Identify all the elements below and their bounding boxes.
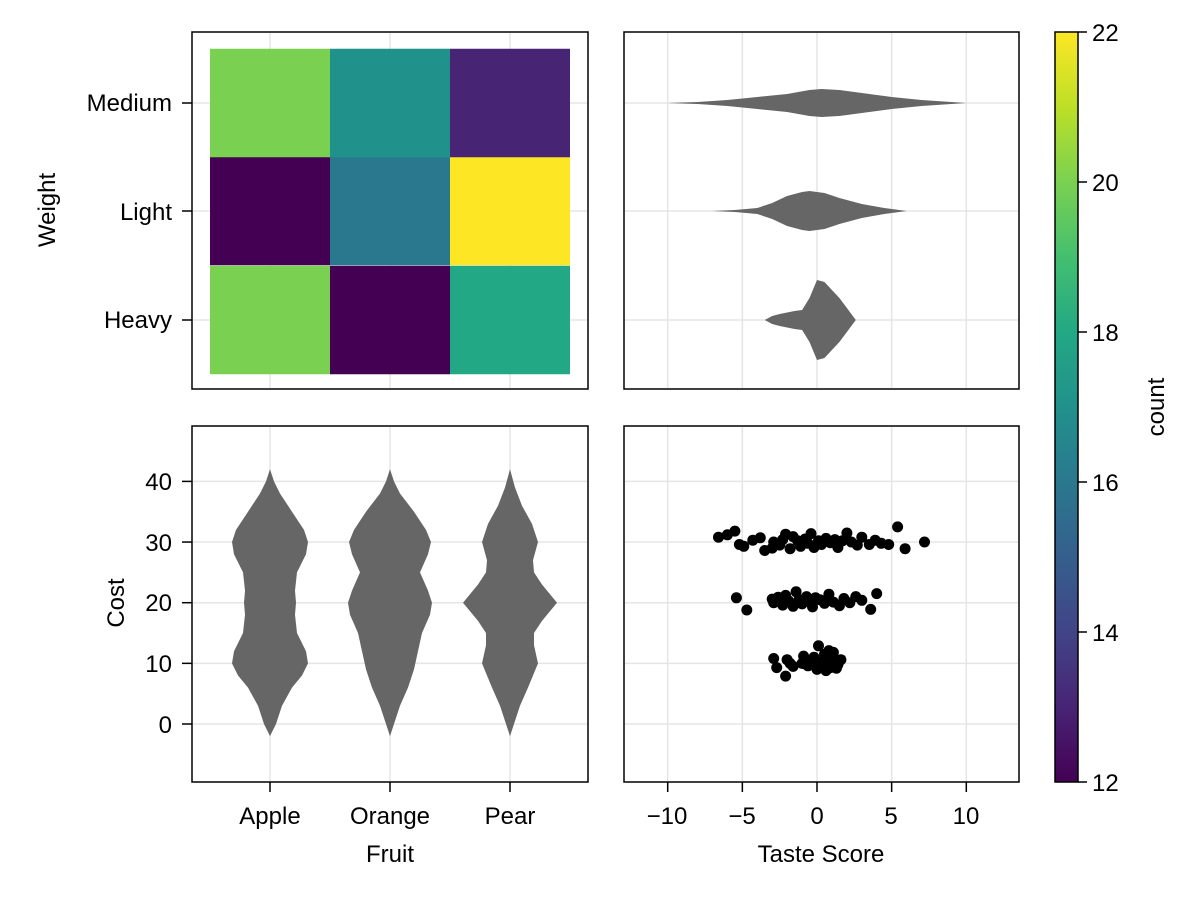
scatter-point [892, 521, 904, 533]
heatmap-cell [450, 48, 570, 158]
colorbar-ticks [1078, 31, 1087, 783]
heatmap-cell [210, 48, 330, 158]
x-tick-label-orange: Orange [350, 803, 430, 830]
heatmap-y-tick-labels: Medium Light Heavy [87, 90, 173, 334]
fruit-tick-labels: Apple Orange Pear [239, 803, 535, 830]
colorbar-tick-20: 20 [1092, 170, 1119, 197]
violin-orange [348, 469, 432, 737]
horizontal-violins [667, 89, 967, 360]
colorbar-frame [1054, 31, 1079, 783]
colorbar-tick-18: 18 [1092, 320, 1119, 347]
heatmap-cell [450, 265, 570, 375]
cost-axis-label: Cost [103, 578, 130, 628]
colorbar-tick-labels: 22 20 18 16 14 12 [1092, 20, 1119, 797]
violin-light [712, 191, 907, 231]
colorbar: 22 20 18 16 14 12 count [1054, 20, 1170, 797]
heatmap-cell [330, 265, 450, 375]
x-tick-label-apple: Apple [239, 803, 300, 830]
heatmap-y-axis-label: Weight [34, 173, 61, 248]
taste-tick-labels: −10 −5 0 5 10 [647, 803, 980, 830]
scatter-ticks [666, 782, 968, 792]
scatter-point [820, 653, 832, 664]
scatter-point [871, 588, 883, 600]
heatmap-y-ticks [182, 102, 192, 321]
x-tick-label-5: 5 [884, 803, 897, 830]
scatter-point [919, 536, 930, 548]
scatter-point [805, 528, 817, 540]
y-tick-label-0: 0 [159, 712, 172, 739]
scatter-point [771, 662, 783, 674]
scatter-point [730, 592, 742, 604]
violin-pear [463, 469, 557, 737]
scatter-point [787, 660, 799, 672]
y-tick-label-heavy: Heavy [104, 307, 172, 334]
horizontal-violin-frame [623, 31, 1020, 390]
scatter-point [899, 543, 911, 555]
x-tick-label-minus5: −5 [728, 803, 755, 830]
scatter-points [713, 521, 930, 682]
scatter-panel: −10 −5 0 5 10 Taste Score [623, 425, 1020, 868]
scatter-point [784, 543, 796, 555]
x-tick-label-pear: Pear [485, 803, 536, 830]
scatter-point [813, 640, 824, 652]
colorbar-tick-22: 22 [1092, 20, 1119, 47]
scatter-point [780, 670, 792, 682]
scatter-point [814, 661, 826, 673]
scatter-point [827, 646, 839, 658]
heatmap-cell [210, 156, 330, 266]
scatter-point [741, 604, 753, 616]
y-tick-label-light: Light [120, 199, 172, 226]
scatter-point [841, 527, 853, 539]
y-tick-label-10: 10 [145, 651, 172, 678]
scatter-point [796, 536, 808, 548]
violin-apple [232, 469, 308, 737]
vertical-violin-ticks [182, 480, 511, 792]
heatmap-cell [450, 156, 570, 266]
y-tick-label-30: 30 [145, 530, 172, 557]
scatter-point [830, 662, 842, 674]
violin-medium [667, 89, 967, 117]
x-tick-label-10: 10 [953, 803, 980, 830]
violin-heavy [764, 280, 856, 360]
scatter-point [738, 540, 750, 552]
scatter-point [807, 601, 818, 613]
colorbar-label: count [1143, 377, 1170, 436]
heatmap-cell [210, 265, 330, 375]
scatter-point [729, 525, 741, 537]
scatter-frame [623, 425, 1020, 783]
scatter-point [883, 539, 895, 550]
colorbar-tick-14: 14 [1092, 620, 1119, 647]
heatmap-cell [330, 48, 450, 158]
fruit-axis-label: Fruit [366, 841, 414, 868]
colorbar-tick-12: 12 [1092, 770, 1119, 797]
vertical-violins [232, 469, 557, 737]
x-tick-label-0: 0 [810, 803, 823, 830]
x-tick-label-minus10: −10 [647, 803, 688, 830]
scatter-point [819, 597, 830, 609]
scatter-point [799, 658, 811, 670]
colorbar-gradient [1055, 32, 1078, 782]
colorbar-tick-16: 16 [1092, 470, 1119, 497]
heatmap-cells [210, 48, 570, 375]
scatter-point [713, 531, 724, 543]
y-tick-label-40: 40 [145, 469, 172, 496]
scatter-point [835, 654, 847, 666]
y-tick-label-20: 20 [145, 590, 172, 617]
taste-axis-label: Taste Score [758, 841, 885, 868]
scatter-point [856, 531, 868, 543]
horizontal-violin-panel [623, 31, 1020, 390]
y-tick-label-medium: Medium [87, 90, 172, 117]
scatter-point [856, 594, 868, 606]
scatter-point [865, 603, 877, 615]
vertical-violin-panel: 40 30 20 10 0 Apple Orange Pear Cost Fru… [103, 425, 589, 868]
cost-tick-labels: 40 30 20 10 0 [145, 469, 172, 739]
heatmap-panel: Medium Light Heavy Weight [34, 31, 589, 390]
scatter-point [754, 532, 766, 544]
scatter-point [768, 653, 780, 664]
heatmap-cell [330, 156, 450, 266]
